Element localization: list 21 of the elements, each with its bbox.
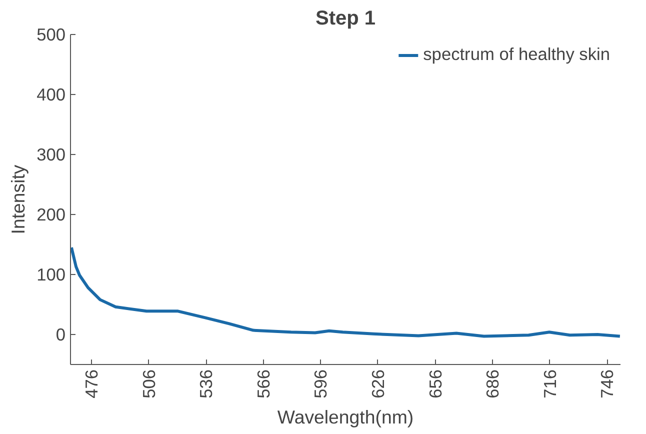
y-tick-label: 300 xyxy=(36,144,66,164)
x-tick-label: 476 xyxy=(82,369,102,398)
chart-title: Step 1 xyxy=(315,8,376,30)
x-tick-label: 746 xyxy=(597,369,618,398)
x-tick-label: 566 xyxy=(253,369,274,398)
x-tick-label: 716 xyxy=(540,369,560,398)
legend-label: spectrum of healthy skin xyxy=(423,44,610,65)
x-tick-label: 686 xyxy=(482,369,503,398)
x-tick-label: 506 xyxy=(138,369,159,398)
y-tick-label: 500 xyxy=(36,24,66,44)
x-axis-title: Wavelength(nm) xyxy=(277,406,414,428)
y-axis-title: Intensity xyxy=(8,164,29,234)
x-tick-label: 596 xyxy=(310,369,331,398)
y-tick-label: 200 xyxy=(36,204,66,224)
y-tick-label: 100 xyxy=(36,264,66,284)
y-tick-label: 400 xyxy=(36,84,66,104)
line-series xyxy=(70,246,620,338)
y-tick-label: 0 xyxy=(56,324,66,344)
x-tick-label: 656 xyxy=(425,369,446,398)
x-tick-label: 536 xyxy=(196,369,216,398)
x-tick-label: 626 xyxy=(368,369,388,398)
